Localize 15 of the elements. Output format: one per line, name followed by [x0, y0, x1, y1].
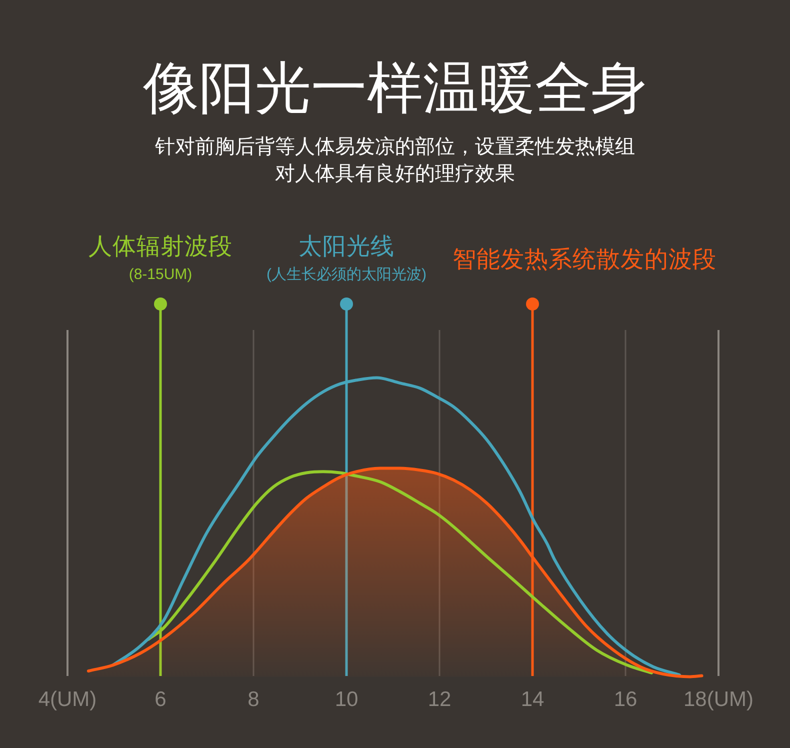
x-tick-label: 4(UM) [38, 688, 97, 711]
text: 人体辐射波段 [88, 233, 232, 259]
chart-subtitle: 针对前胸后背等人体易发凉的部位，设置柔性发热模组对人体具有良好的理疗效果 [154, 136, 635, 185]
text: (8-15UM) [128, 266, 192, 283]
chart-title: 像阳光一样温暖全身 [143, 56, 647, 119]
x-tick-label: 10 [334, 688, 358, 711]
text: 太阳光线 [298, 233, 394, 259]
x-tick-label: 12 [428, 688, 452, 711]
x-tick-label: 6 [154, 688, 166, 711]
text: (人生长必须的太阳光波) [266, 266, 426, 283]
x-tick-label: 14 [520, 688, 544, 711]
x-tick-label: 8 [248, 688, 260, 711]
text: 智能发热系统散发的波段 [452, 246, 716, 272]
x-tick-label: 16 [614, 688, 638, 711]
x-tick-label: 18(UM) [683, 688, 754, 711]
